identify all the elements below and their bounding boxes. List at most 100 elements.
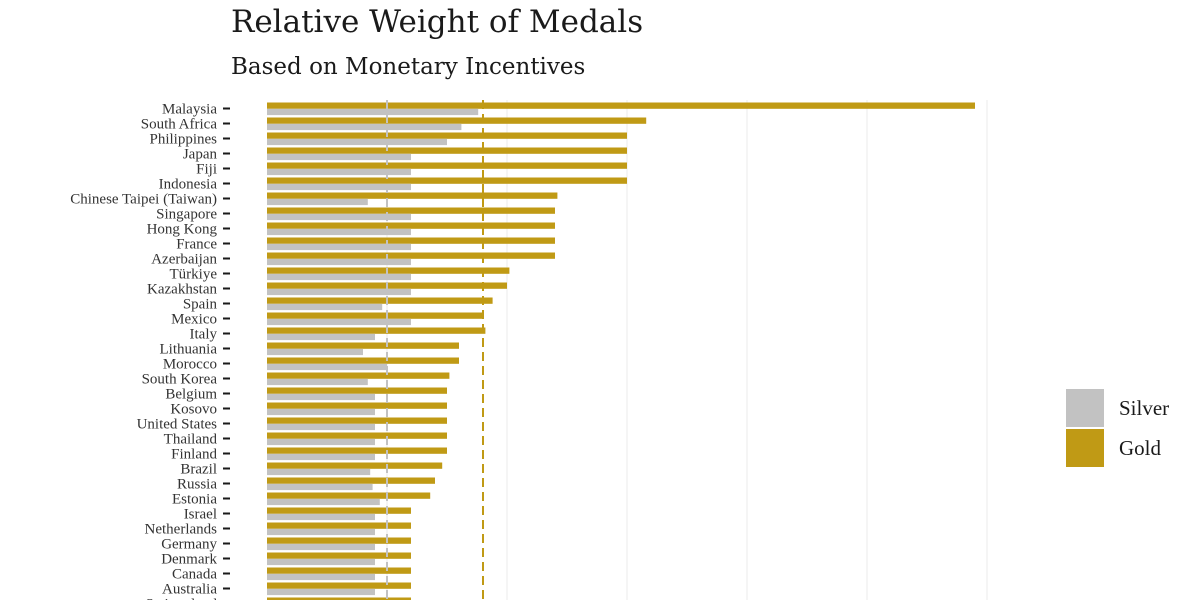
y-tick-label: Denmark <box>161 552 217 568</box>
legend-key-gold <box>1066 429 1104 467</box>
bar-gold <box>267 402 447 409</box>
chart-title: Relative Weight of Medals <box>231 4 644 40</box>
bar-gold <box>267 522 411 529</box>
bar-silver <box>267 303 383 311</box>
y-tick-label: Russia <box>177 477 217 493</box>
bar-gold <box>267 117 647 124</box>
y-tick-label: Netherlands <box>145 522 218 538</box>
y-tick-label: Israel <box>184 507 217 523</box>
y-tick-label: Singapore <box>156 207 217 223</box>
y-tick-label: Thailand <box>164 432 218 448</box>
bar-gold <box>267 372 450 379</box>
bar-silver <box>267 453 375 461</box>
bar-gold <box>267 507 411 514</box>
y-tick-label: Indonesia <box>159 177 218 193</box>
bar-silver <box>267 273 411 281</box>
bar-silver <box>267 183 411 191</box>
y-tick-label: Italy <box>190 327 218 343</box>
y-tick-label: Germany <box>161 537 217 553</box>
bar-silver <box>267 438 375 446</box>
bar-gold <box>267 207 555 214</box>
y-tick-label: Fiji <box>196 162 217 178</box>
bar-gold <box>267 192 558 199</box>
bar-silver <box>267 318 411 326</box>
bar-gold <box>267 252 555 259</box>
y-tick-label: Türkiye <box>170 267 218 283</box>
bar-silver <box>267 243 411 251</box>
bar-silver <box>267 198 368 206</box>
bar-gold <box>267 387 447 394</box>
bar-silver <box>267 153 411 161</box>
legend-key-silver <box>1066 389 1104 427</box>
bar-silver <box>267 588 375 596</box>
y-tick-label: Estonia <box>172 492 217 508</box>
bar-gold <box>267 597 411 600</box>
legend: Silver Gold <box>1066 388 1169 468</box>
bar-gold <box>267 432 447 439</box>
bar-silver <box>267 333 375 341</box>
y-tick-label: South Africa <box>141 117 218 133</box>
bar-gold <box>267 237 555 244</box>
y-tick-label: Canada <box>172 567 217 583</box>
bar-silver <box>267 408 375 416</box>
bar-silver <box>267 468 371 476</box>
bar-silver <box>267 558 375 566</box>
y-tick-label: United States <box>137 417 218 433</box>
bar-silver <box>267 528 375 536</box>
bars <box>267 102 975 600</box>
bar-gold <box>267 492 431 499</box>
bar-silver <box>267 543 375 551</box>
y-tick-label: Hong Kong <box>147 222 218 238</box>
y-tick-label: Lithuania <box>160 342 218 358</box>
y-tick-label: Switzerland <box>145 597 217 600</box>
bar-silver <box>267 168 411 176</box>
y-tick-label: Finland <box>171 447 217 463</box>
bar-gold <box>267 417 447 424</box>
bar-gold <box>267 222 555 229</box>
bar-silver <box>267 348 363 356</box>
bar-silver <box>267 423 375 431</box>
legend-item-gold: Gold <box>1066 428 1169 468</box>
bar-silver <box>267 123 462 131</box>
bar-gold <box>267 297 493 304</box>
bar-silver <box>267 363 387 371</box>
bar-gold <box>267 147 627 154</box>
bar-gold <box>267 162 627 169</box>
bar-silver <box>267 513 375 521</box>
y-tick-label: Kazakhstan <box>147 282 217 298</box>
y-tick-label: Spain <box>183 297 218 313</box>
bar-gold <box>267 357 459 364</box>
bar-silver <box>267 258 411 266</box>
grid-lines <box>386 100 988 600</box>
bar-silver <box>267 498 380 506</box>
y-tick-label: Kosovo <box>170 402 217 418</box>
bar-gold <box>267 567 411 574</box>
y-tick-label: Belgium <box>165 387 217 403</box>
legend-label-silver: Silver <box>1119 395 1170 420</box>
bar-gold <box>267 537 411 544</box>
bar-gold <box>267 447 447 454</box>
bar-gold <box>267 342 459 349</box>
y-tick-label: South Korea <box>142 372 218 388</box>
bar-gold <box>267 462 443 469</box>
bar-silver <box>267 393 375 401</box>
bar-gold <box>267 102 975 109</box>
bar-gold <box>267 267 510 274</box>
y-tick-label: Azerbaijan <box>151 252 217 268</box>
legend-item-silver: Silver <box>1066 388 1169 428</box>
bar-gold <box>267 327 486 334</box>
bar-silver <box>267 483 373 491</box>
y-tick-label: Brazil <box>180 462 217 478</box>
y-tick-label: Mexico <box>171 312 217 328</box>
bar-silver <box>267 228 411 236</box>
y-tick-label: Philippines <box>149 132 217 148</box>
bar-silver <box>267 573 375 581</box>
bar-silver <box>267 378 368 386</box>
legend-label-gold: Gold <box>1119 435 1161 460</box>
y-tick-label: Chinese Taipei (Taiwan) <box>70 192 217 208</box>
bar-silver <box>267 108 479 116</box>
bar-silver <box>267 138 447 146</box>
bar-gold <box>267 177 627 184</box>
